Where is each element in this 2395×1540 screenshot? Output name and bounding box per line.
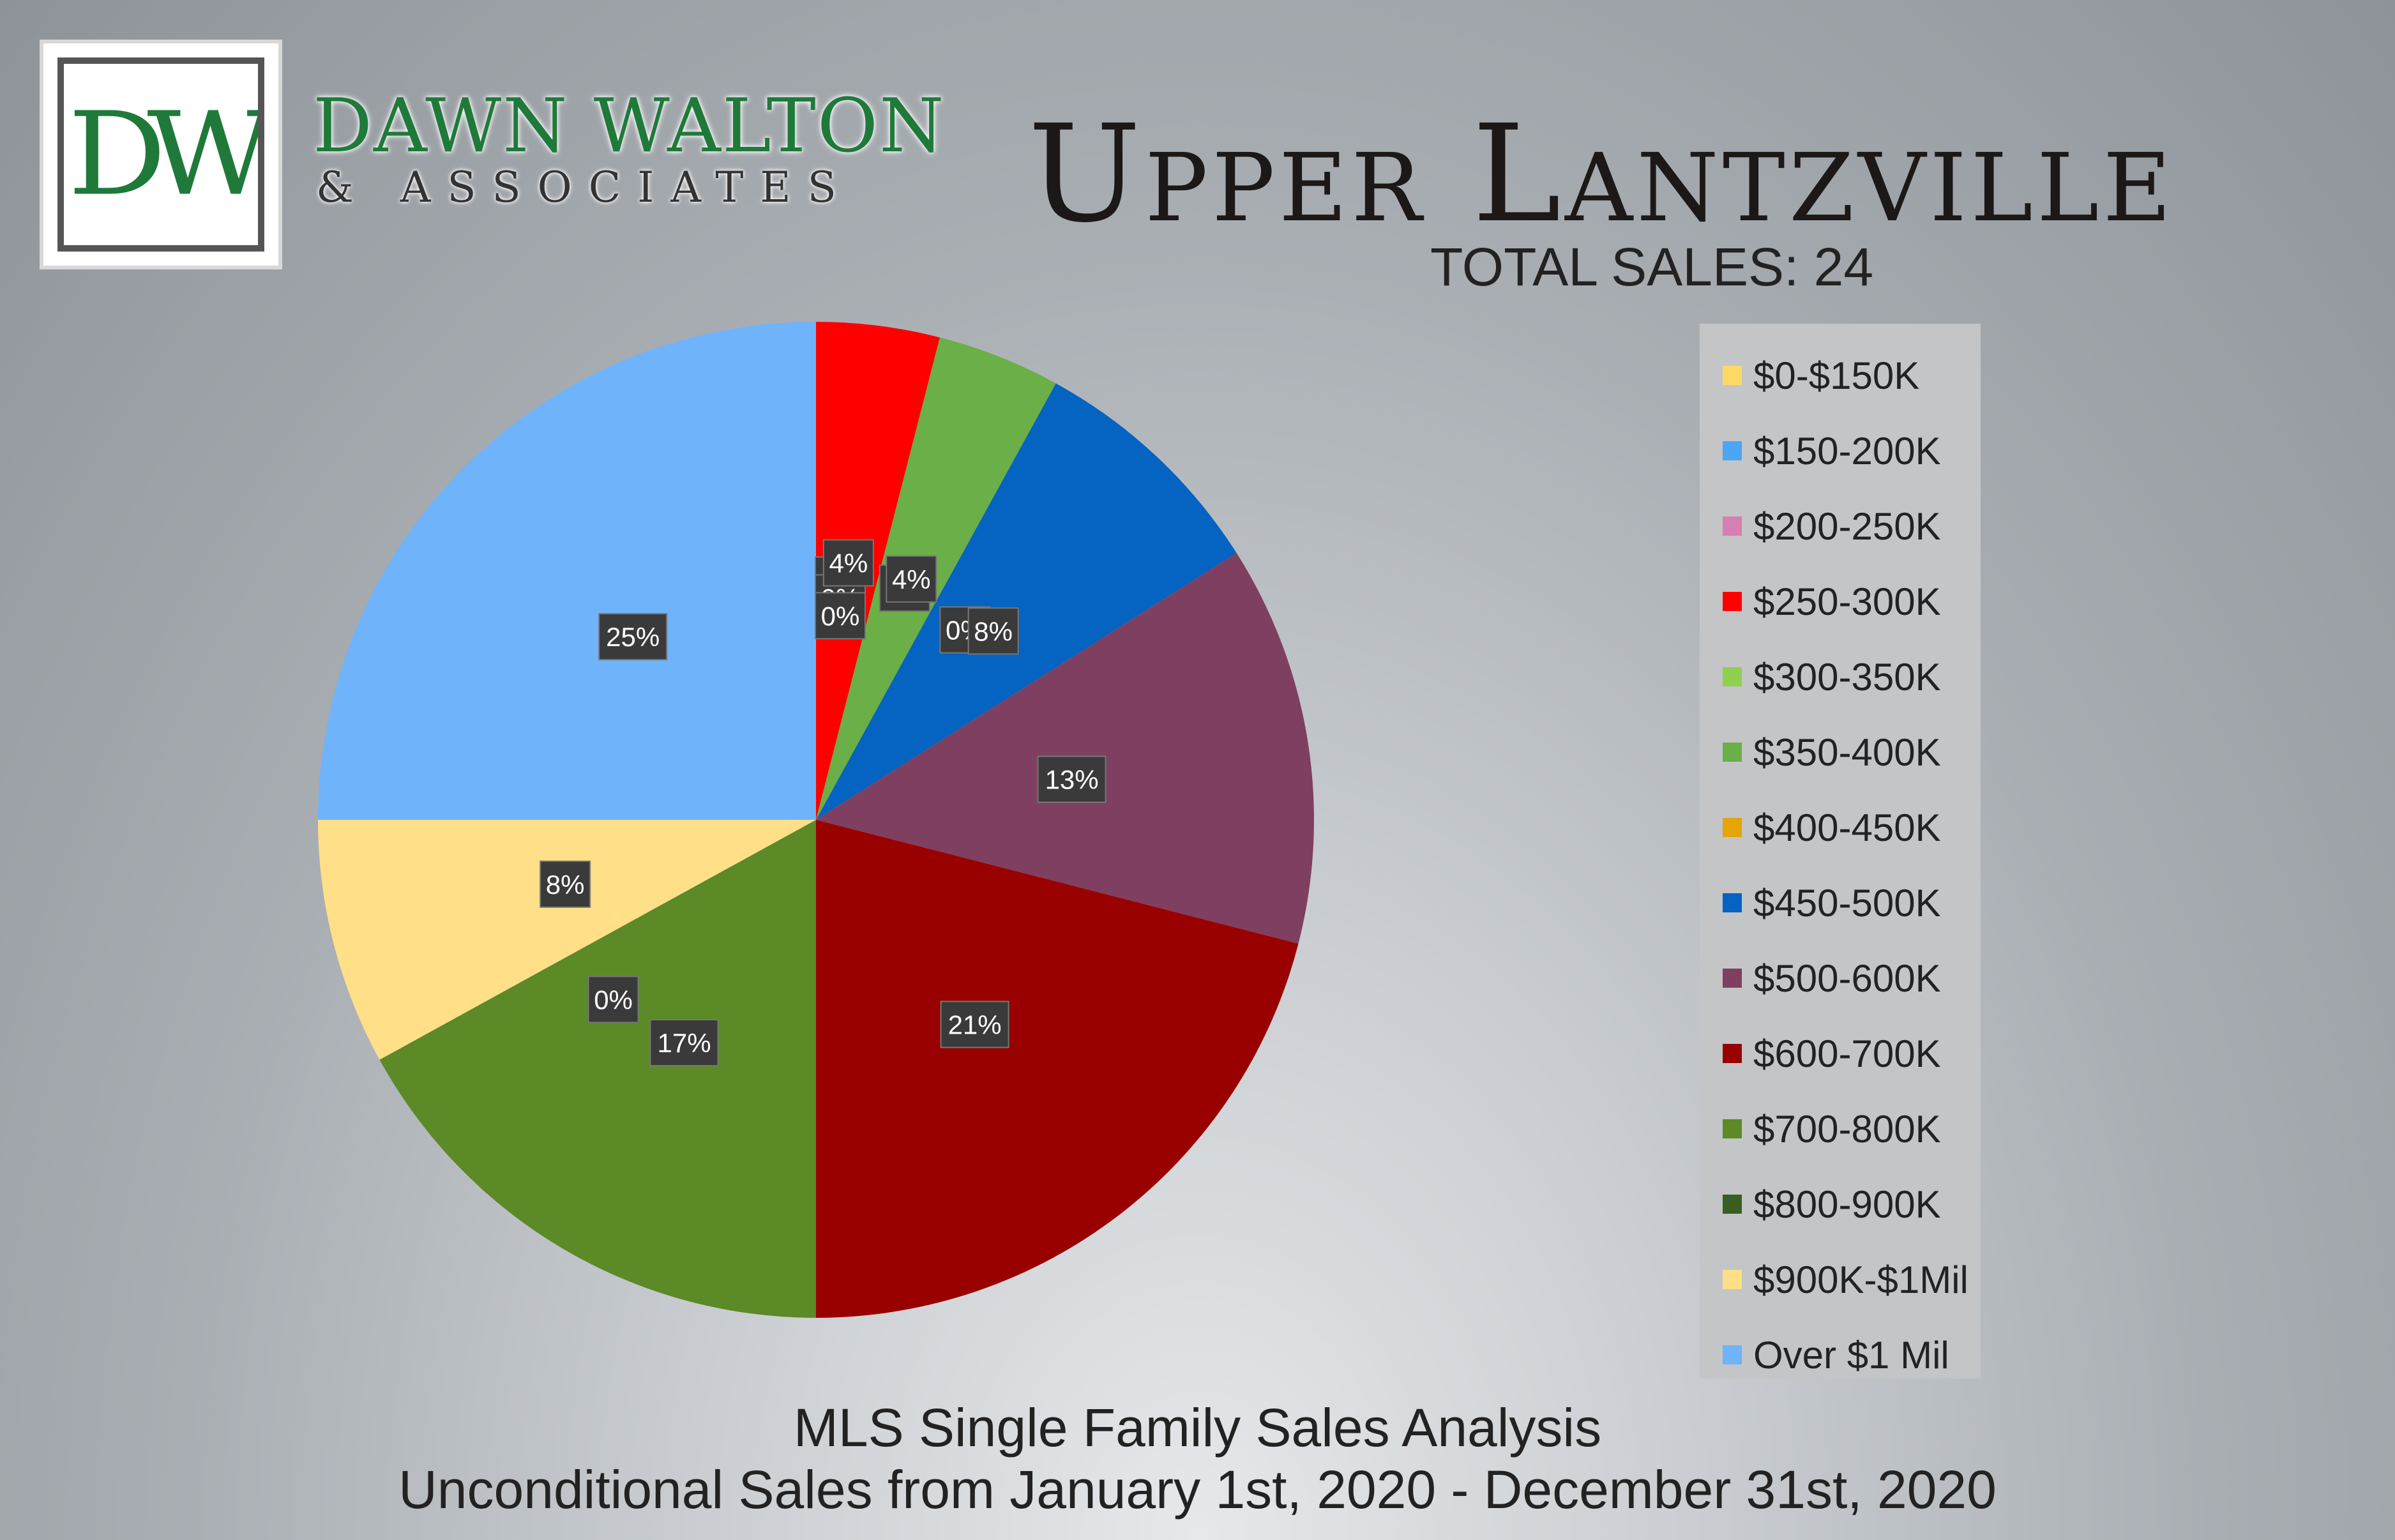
pie-slice-900k-1mil [318,820,816,1060]
legend-label: Over $1 Mil [1753,1333,1949,1377]
legend-swatch [1723,667,1742,686]
pie-data-labels: 0%0%0%4%0%4%0%8%13%21%17%0%8%25% [540,539,1107,1067]
data-label-700-800k: 17% [649,1019,719,1067]
pie-slice-over-1-mil [318,322,816,820]
legend-item: $700-800K [1700,1091,1981,1166]
legend-label: $800-900K [1753,1182,1941,1226]
data-label-text: 0% [594,985,633,1015]
legend-item: $900K-$1Mil [1700,1242,1981,1317]
data-label-background [587,976,639,1023]
data-label-background [1037,755,1107,803]
legend-item: Over $1 Mil [1700,1317,1981,1393]
legend-item: $0-$150K [1700,338,1981,413]
data-label-800-900k: 0% [587,976,639,1023]
legend-label: $450-500K [1753,881,1941,925]
data-label-text: 0% [821,601,860,631]
legend-label: $200-250K [1753,504,1941,548]
data-label-text: 8% [974,616,1013,646]
legend-swatch [1723,517,1742,536]
legend-item: $250-300K [1700,564,1981,639]
legend-swatch [1723,592,1742,611]
chart-legend: $0-$150K $150-200K $200-250K $250-300K $300-… [1700,324,1981,1378]
legend-item: $500-600K [1700,940,1981,1016]
data-label-text: 17% [658,1028,711,1058]
legend-swatch [1723,1270,1742,1289]
data-label-background [967,607,1019,655]
legend-item: $300-350K [1700,639,1981,714]
legend-swatch [1723,1119,1742,1138]
legend-swatch [1723,441,1742,460]
pie-slice-600-700k [816,820,1299,1318]
data-label-350-400k: 4% [886,555,937,603]
data-label-900k-1mil: 8% [540,860,591,908]
data-label-600-700k: 21% [940,1000,1009,1048]
legend-swatch [1723,969,1742,988]
legend-swatch [1723,366,1742,385]
pie-slice-700-800k [379,820,816,1318]
page-title: Upper Lantzville [1028,96,2175,252]
total-sales: TOTAL SALES: 24 [1430,237,1874,297]
legend-label: $350-400K [1753,730,1941,774]
legend-label: $250-300K [1753,580,1941,623]
data-label-text: 13% [1045,765,1099,795]
brand-name: DAWN WALTON [313,83,946,169]
data-label-text: 21% [948,1009,1002,1039]
data-label-background [649,1019,719,1067]
pie-slices [318,322,1315,1318]
data-label-background [886,555,937,603]
data-label-background [815,592,866,640]
pie-slice-500-600k [816,553,1315,944]
legend-item: $800-900K [1700,1166,1981,1242]
logo: DW [40,40,282,269]
data-label-text: 4% [892,564,931,594]
legend-swatch [1723,1345,1742,1364]
data-label-200-250k: 0% [815,592,866,640]
data-label-background [822,539,874,587]
data-label-text: 25% [606,622,660,652]
brand-subtitle: & ASSOCIATES [316,163,853,212]
data-label-text: 8% [546,870,585,900]
data-label-background [940,1000,1009,1048]
pie-slice-450-500k [816,383,1237,820]
chart-subtitle: MLS Single Family Sales Analysis [793,1398,1602,1458]
legend-label: $600-700K [1753,1032,1941,1075]
data-label-background [540,860,591,908]
legend-label: $300-350K [1753,655,1941,698]
logo-monogram: DW [57,57,264,252]
logo-monogram-letters: DW [68,87,258,221]
pie-slice-250-300k [816,322,940,820]
legend-swatch [1723,893,1742,912]
data-label-250-300k: 4% [822,539,874,587]
legend-item: $450-500K [1700,865,1981,940]
data-label-over-1-mil: 25% [598,613,668,661]
data-label-450-500k: 8% [967,607,1019,655]
legend-label: $900K-$1Mil [1753,1258,1968,1301]
legend-label: $400-450K [1753,806,1941,849]
legend-label: $500-600K [1753,956,1941,1000]
date-range: Unconditional Sales from January 1st, 20… [398,1460,1997,1520]
legend-swatch [1723,1195,1742,1214]
legend-item: $400-450K [1700,790,1981,865]
legend-label: $150-200K [1753,429,1941,472]
data-label-text: 4% [829,548,868,578]
legend-swatch [1723,1044,1742,1063]
data-label-background [598,613,668,661]
legend-swatch [1723,818,1742,837]
legend-item: $150-200K [1700,413,1981,488]
legend-item: $600-700K [1700,1016,1981,1091]
legend-swatch [1723,743,1742,762]
data-label-500-600k: 13% [1037,755,1107,803]
legend-item: $200-250K [1700,488,1981,564]
legend-label: $700-800K [1753,1107,1941,1151]
legend-label: $0-$150K [1753,354,1920,397]
legend-item: $350-400K [1700,714,1981,790]
